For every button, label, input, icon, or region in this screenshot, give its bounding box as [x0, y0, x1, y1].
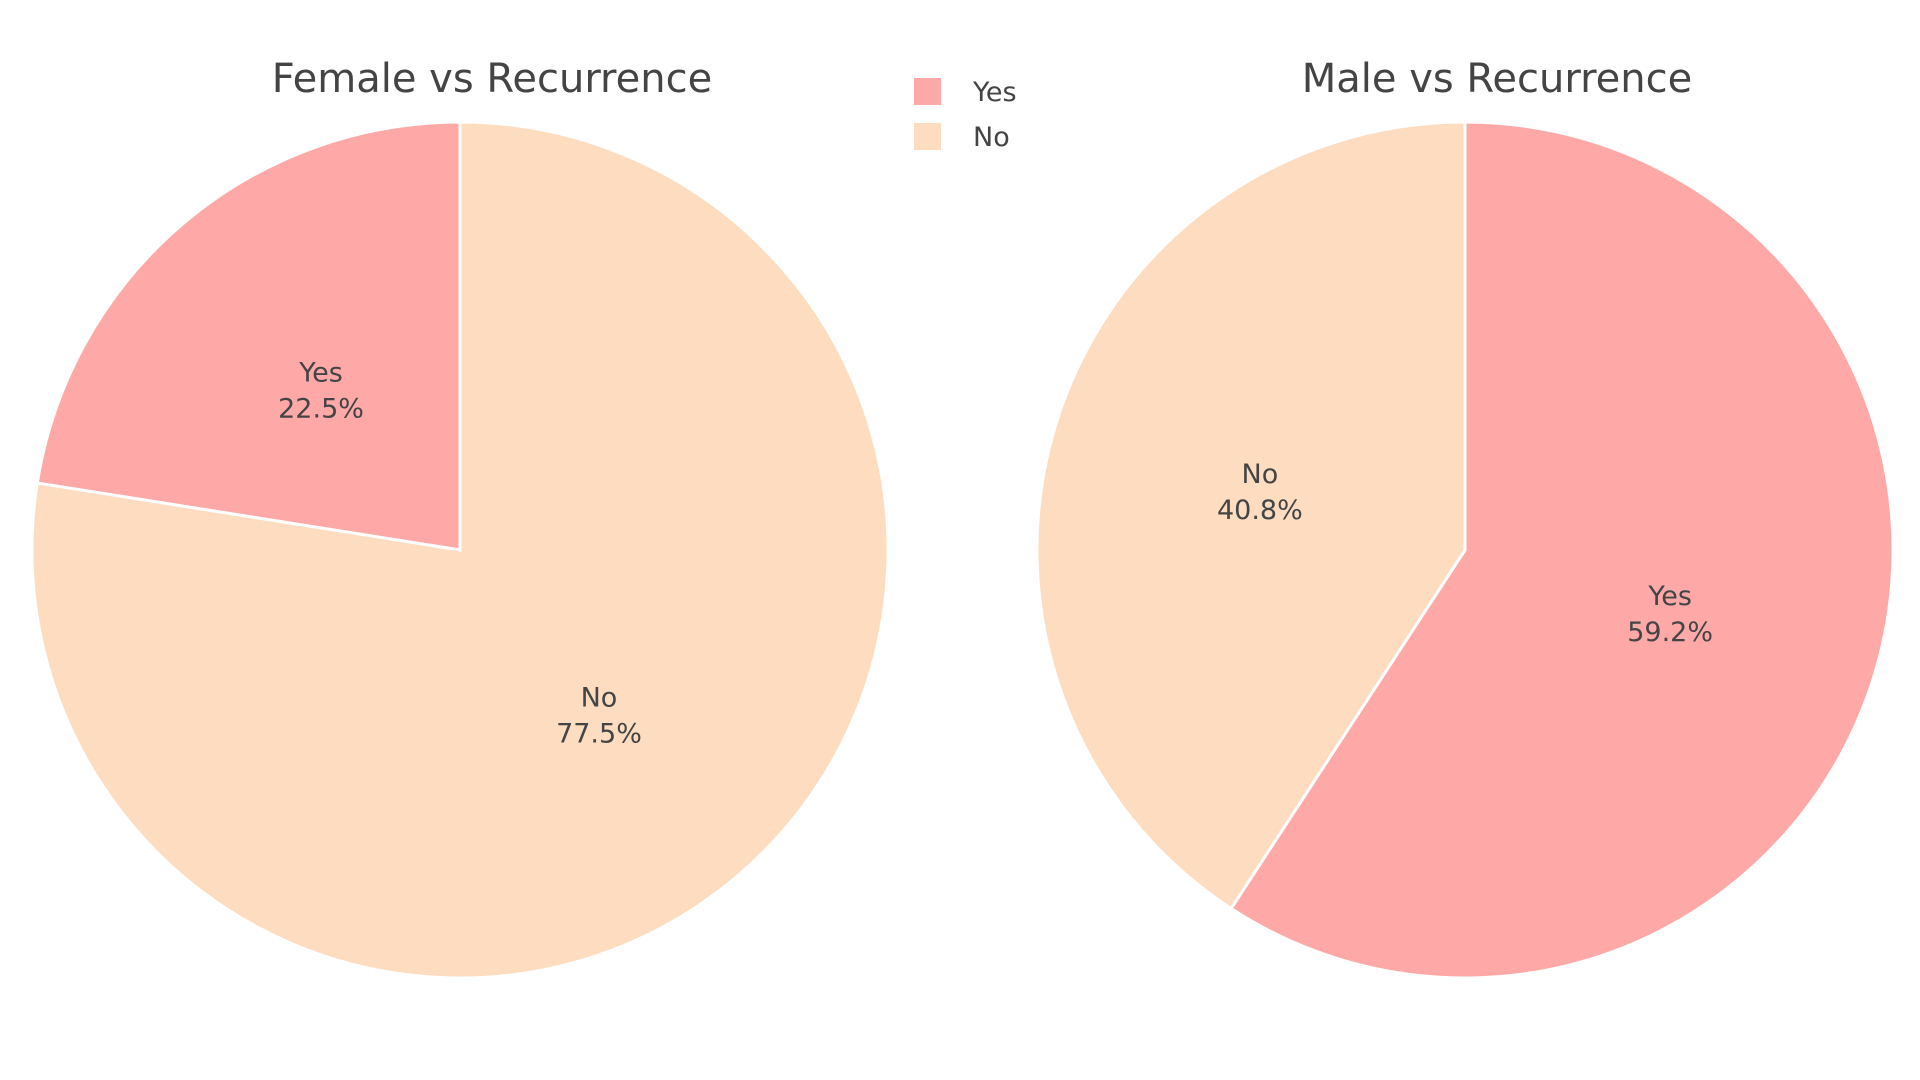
legend-item-yes[interactable]: Yes [914, 77, 1017, 108]
female-slice-labels: Yes 22.5% No 77.5% [278, 357, 642, 749]
female-slice-no[interactable] [30, 120, 890, 980]
female-slice-label-yes: Yes [298, 357, 343, 388]
female-slice-percent-yes: 22.5% [278, 393, 364, 424]
legend-swatch-no [914, 123, 941, 150]
male-pie-chart: Male vs Recurrence Yes 59.2% No 40.8% [1035, 56, 1895, 980]
legend-label-yes: Yes [972, 77, 1017, 108]
male-slice-label-no: No [1242, 459, 1279, 490]
male-slice-percent-no: 40.8% [1217, 495, 1303, 526]
male-slice-labels: Yes 59.2% No 40.8% [1217, 459, 1713, 648]
male-slices [1035, 120, 1895, 980]
female-slice-label-no: No [581, 683, 618, 714]
legend-item-no[interactable]: No [914, 122, 1010, 153]
female-chart-title: Female vs Recurrence [272, 56, 712, 102]
male-slice-percent-yes: 59.2% [1627, 617, 1713, 648]
legend: Yes No [914, 77, 1017, 153]
male-chart-title: Male vs Recurrence [1302, 56, 1693, 102]
male-slice-label-yes: Yes [1647, 581, 1692, 612]
male-slice-no[interactable] [1035, 120, 1467, 911]
female-slices [30, 120, 890, 980]
female-slice-yes[interactable] [35, 120, 462, 552]
female-pie-chart: Female vs Recurrence Yes 22.5% No 77.5% [30, 56, 890, 980]
legend-swatch-yes [914, 78, 941, 105]
legend-label-no: No [973, 122, 1010, 153]
male-slice-yes[interactable] [1229, 120, 1895, 980]
female-slice-percent-no: 77.5% [556, 719, 642, 750]
